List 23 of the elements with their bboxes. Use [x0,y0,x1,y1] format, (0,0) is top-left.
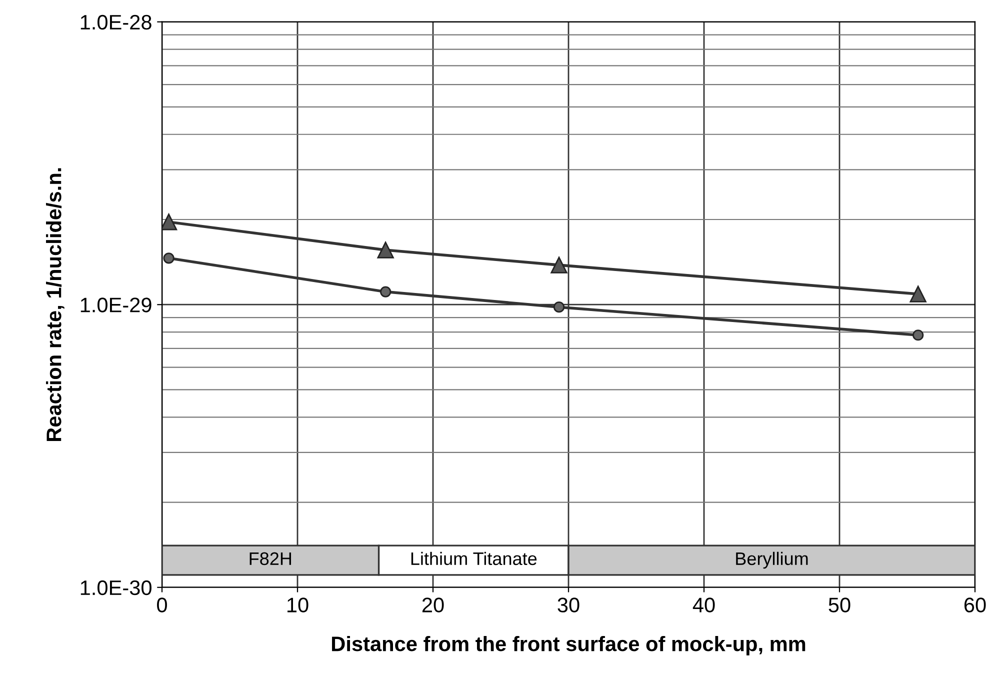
x-tick-label: 10 [288,598,308,612]
y-tick-label: 1.0E-30 [80,580,152,596]
y-tick-label: 1.0E-29 [80,298,152,312]
point [912,330,924,341]
point [162,214,178,230]
band-label: Beryllium [736,552,808,569]
x-tick-label: 60 [964,598,986,612]
x-tick-label: 40 [692,598,715,612]
point [380,286,392,298]
band-label: F82H [250,552,292,566]
point [377,242,394,258]
point [910,286,926,302]
y-axis-title: Reaction rate, 1/nuclide/s.n. [46,168,64,441]
x-tick-label: 0 [157,598,167,612]
x-axis-title: Distance from the front surface of mock-up, mm [332,636,806,656]
point [550,256,568,274]
x-tick-label: 20 [422,598,444,612]
y-tick-label: 1.0E-28 [80,14,152,30]
point [163,252,174,264]
band-label: Lithium Titanate [411,552,537,566]
point [553,302,565,313]
x-tick-label: 50 [828,598,850,612]
x-tick-label: 30 [558,598,580,612]
